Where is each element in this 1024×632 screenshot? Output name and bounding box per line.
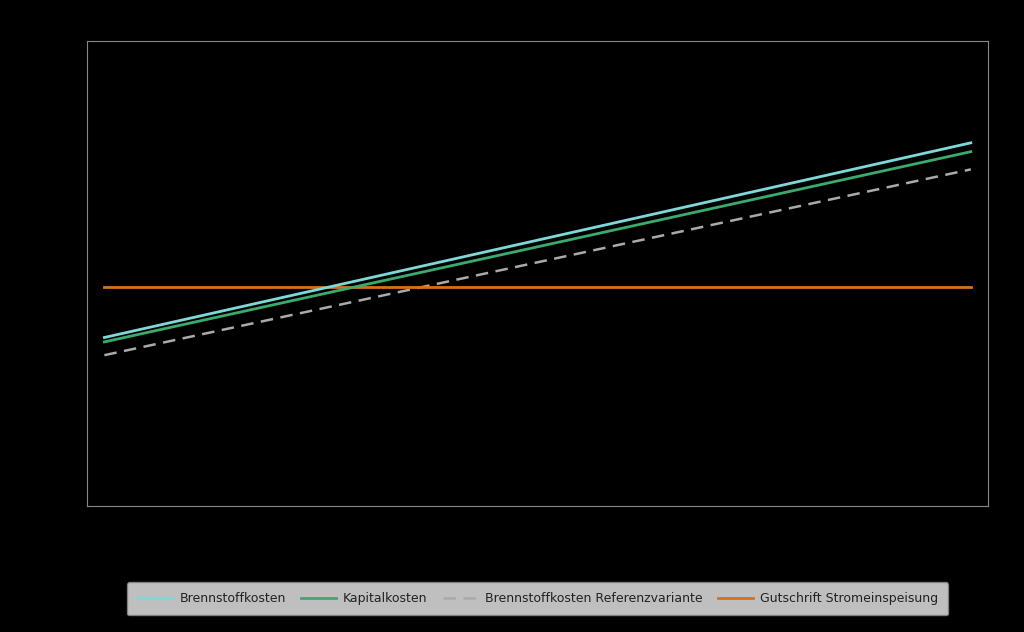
Legend: Brennstoffkosten, Kapitalkosten, Brennstoffkosten Referenzvariante, Gutschrift S: Brennstoffkosten, Kapitalkosten, Brennst… — [127, 583, 948, 616]
